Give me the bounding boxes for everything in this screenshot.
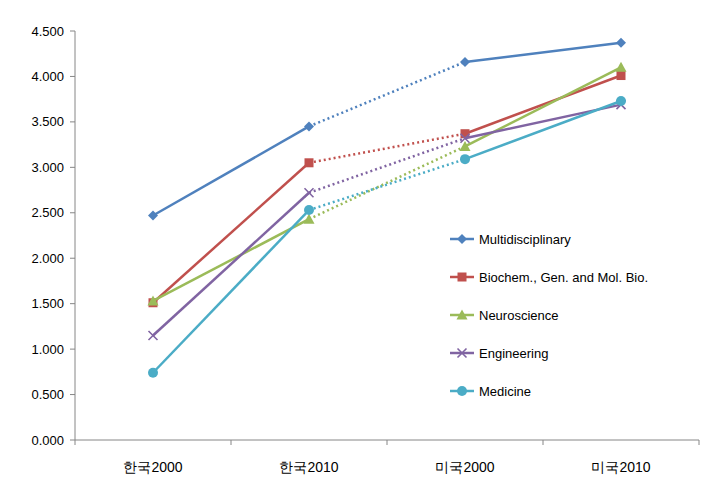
legend-marker — [457, 310, 468, 320]
y-tick — [70, 258, 75, 259]
marker — [617, 71, 626, 80]
y-tick — [70, 440, 75, 441]
line-segment — [465, 43, 621, 62]
legend-label: Neuroscience — [479, 308, 559, 323]
legend-label: Biochem., Gen. and Mol. Bio. — [479, 270, 648, 285]
y-tick-label: 2.000 — [31, 251, 64, 266]
line-segment — [465, 67, 621, 146]
y-tick — [70, 303, 75, 304]
line-segment — [153, 210, 309, 373]
line-segment — [153, 126, 309, 215]
line-segment-dotted — [309, 159, 465, 210]
marker — [305, 158, 314, 167]
x-tick-label: 한국2010 — [279, 459, 338, 475]
legend-label: Medicine — [479, 384, 531, 399]
marker — [461, 134, 470, 143]
x-tick-label: 미국2010 — [591, 459, 650, 475]
y-tick — [70, 167, 75, 168]
line-segment — [465, 101, 621, 159]
line-segment — [153, 219, 309, 301]
y-tick-label: 3.500 — [31, 114, 64, 129]
x-tick — [231, 440, 232, 445]
legend: Multidisciplinary Biochem., Gen. and Mol.… — [450, 232, 648, 399]
legend-marker — [458, 349, 467, 358]
x-tick-label: 한국2000 — [123, 459, 182, 475]
y-tick-label: 0.000 — [31, 433, 64, 448]
marker — [148, 211, 158, 221]
marker — [616, 62, 627, 72]
line-segment-dotted — [309, 62, 465, 127]
legend-marker — [457, 234, 467, 244]
marker — [304, 205, 314, 215]
plot-area — [148, 38, 627, 378]
y-tick — [70, 76, 75, 77]
line-segment — [465, 76, 621, 134]
marker — [148, 368, 158, 378]
series — [148, 96, 626, 378]
marker — [616, 96, 626, 106]
y-tick-label: 3.000 — [31, 160, 64, 175]
marker — [304, 121, 314, 131]
x-tick — [75, 440, 76, 445]
marker — [305, 188, 314, 197]
y-tick — [70, 121, 75, 122]
marker — [460, 154, 470, 164]
x-tick — [543, 440, 544, 445]
y-tick — [70, 394, 75, 395]
y-tick-label: 1.500 — [31, 296, 64, 311]
line-segment — [153, 193, 309, 336]
y-tick-label: 1.000 — [31, 342, 64, 357]
marker — [149, 331, 158, 340]
line-segment-dotted — [309, 138, 465, 193]
x-tick — [699, 440, 700, 445]
x-tick — [387, 440, 388, 445]
line-segment-dotted — [309, 146, 465, 219]
marker — [148, 295, 159, 305]
y-tick-label: 2.500 — [31, 205, 64, 220]
y-axis — [75, 31, 76, 440]
legend-marker — [458, 273, 467, 282]
y-tick-label: 0.500 — [31, 387, 64, 402]
marker — [616, 38, 626, 48]
legend-label: Multidisciplinary — [479, 232, 571, 247]
series — [148, 38, 626, 221]
legend-marker — [457, 386, 467, 396]
y-tick — [70, 212, 75, 213]
y-tick-label: 4.500 — [31, 24, 64, 39]
chart: 0.000 0.500 1.000 1.500 2.000 2.500 3.000 3.500… — [0, 0, 724, 483]
y-tick-label: 4.000 — [31, 69, 64, 84]
y-tick — [70, 31, 75, 32]
y-tick — [70, 349, 75, 350]
x-tick-label: 미국2000 — [435, 459, 494, 475]
legend-label: Engineering — [479, 346, 548, 361]
marker — [460, 57, 470, 67]
